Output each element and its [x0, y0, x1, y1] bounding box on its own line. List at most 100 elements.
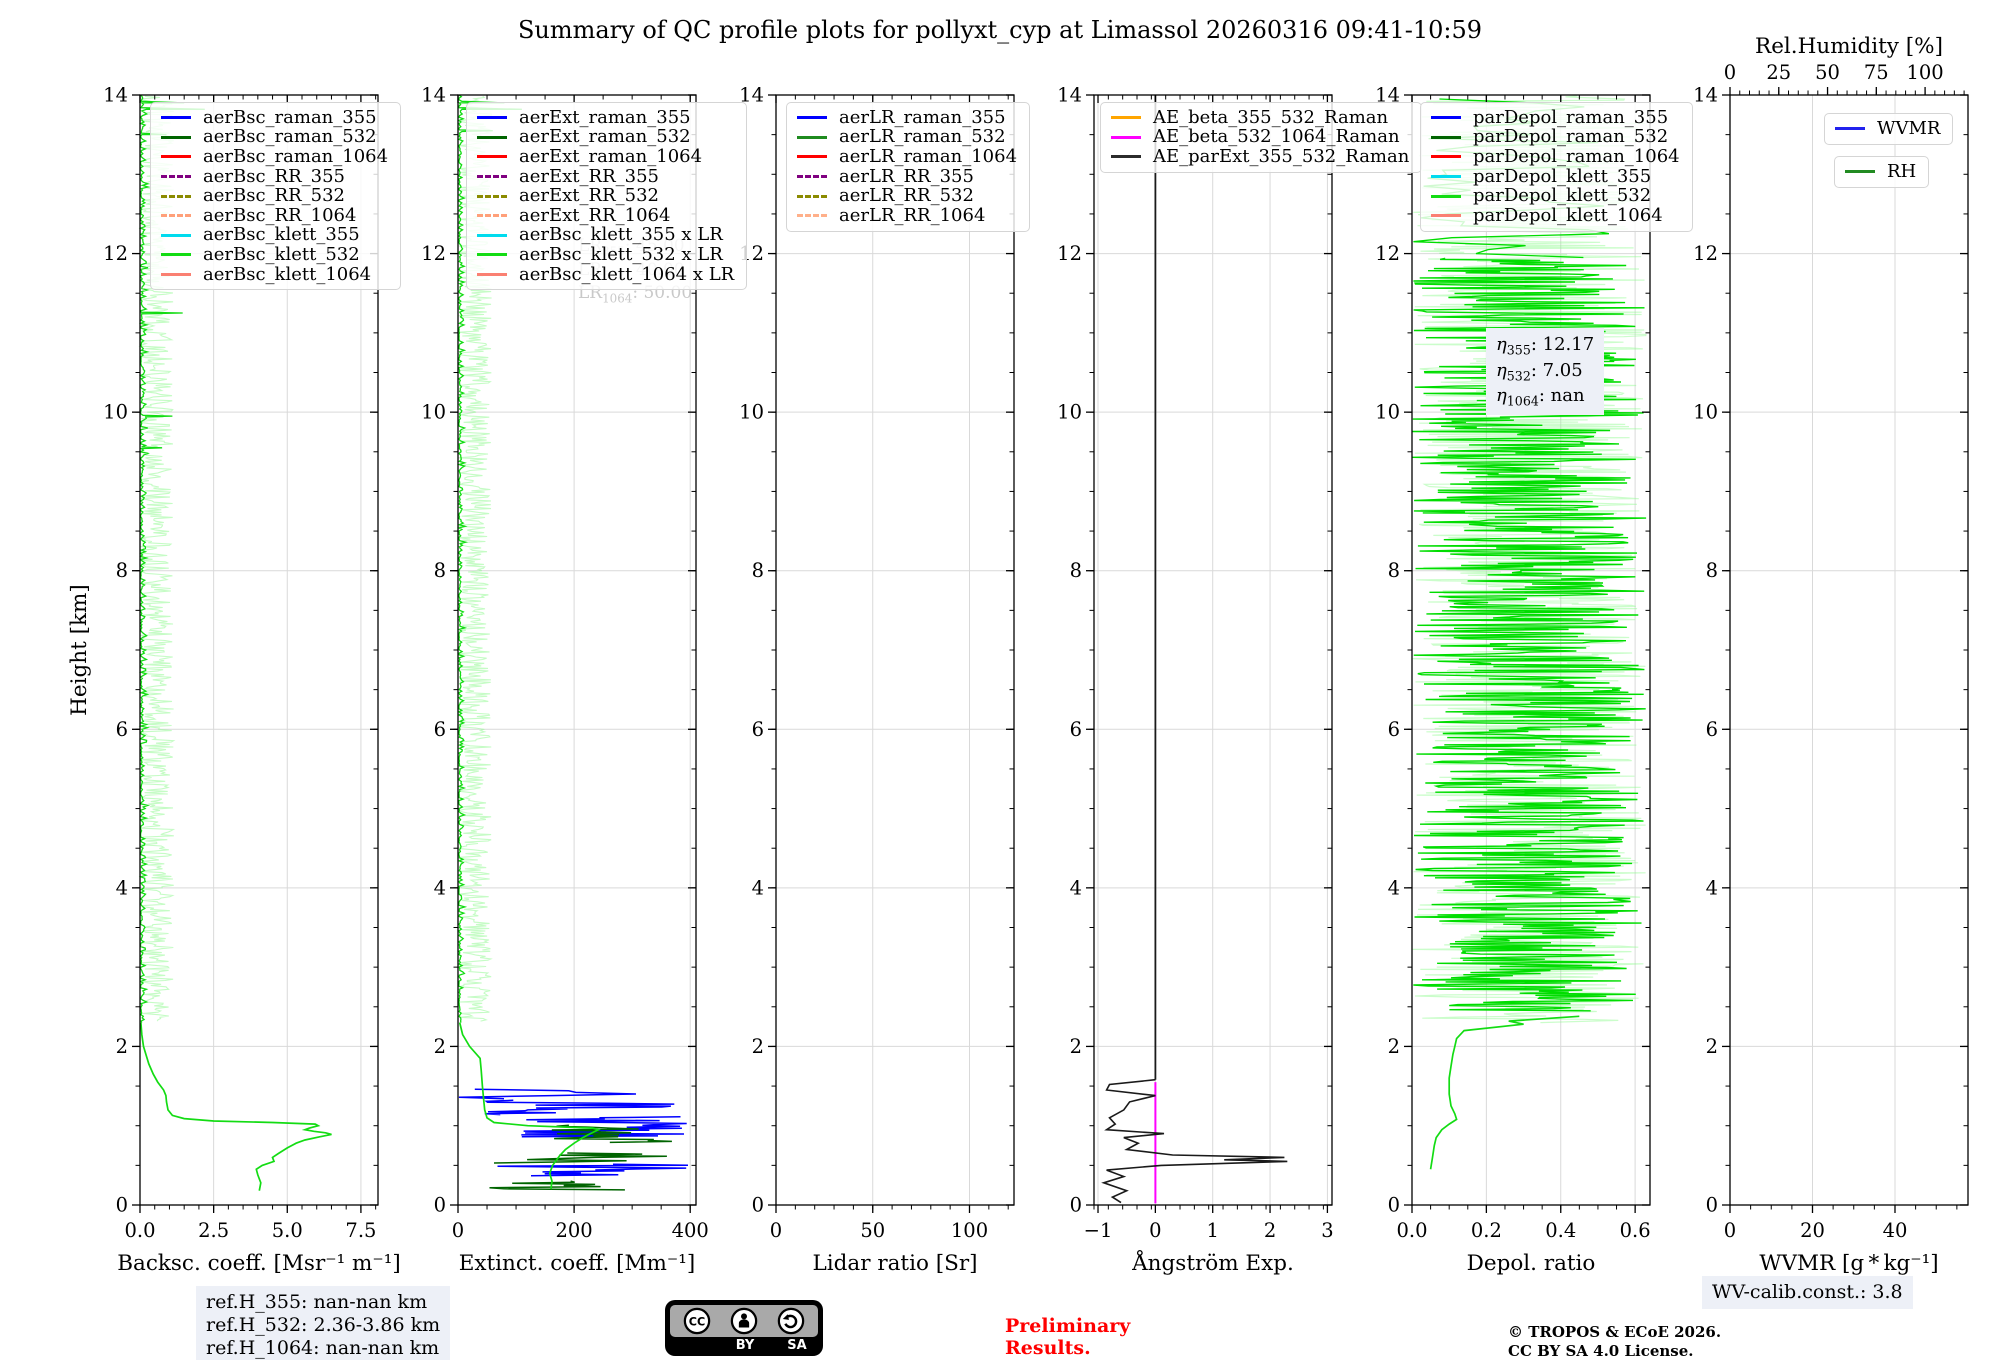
- figure-title: Summary of QC profile plots for pollyxt_…: [517, 16, 1483, 44]
- series-aerExt_raman_355_b: [458, 1088, 637, 1100]
- legend-item: parDepol_klett_355: [1431, 167, 1680, 187]
- legend-line-swatch: [477, 155, 507, 159]
- ytick-label: 12: [421, 242, 446, 265]
- ytick-label: 4: [116, 876, 128, 899]
- ytick-label: 10: [1057, 401, 1082, 424]
- xtick-label: 2: [1264, 1219, 1276, 1242]
- cc-logo-icon: CC: [684, 1307, 711, 1335]
- xtick-label: 400: [672, 1219, 709, 1242]
- legend-item-label: parDepol_raman_1064: [1473, 145, 1680, 167]
- legend-line-swatch: [1111, 116, 1141, 120]
- xaxis-label-wvmr: WVMR [g * kg⁻¹]: [1759, 1251, 1938, 1276]
- legend-item-label: aerExt_RR_532: [519, 185, 659, 207]
- xtick-label: −1: [1084, 1219, 1113, 1242]
- xtick-label: 7.5: [345, 1219, 376, 1242]
- legend-item-label: aerBsc_klett_1064: [203, 263, 372, 285]
- ytick-label: 2: [1070, 1035, 1082, 1058]
- ytick-label: 2: [434, 1035, 446, 1058]
- ytick-label: 14: [739, 84, 764, 107]
- legend-item-label: aerExt_RR_1064: [519, 204, 671, 226]
- ytick-label: 8: [1706, 559, 1718, 582]
- legend-item-label: aerBsc_klett_532 x LR: [519, 243, 723, 265]
- legend-line-swatch: [797, 175, 827, 179]
- legend-item: aerExt_raman_355: [477, 108, 734, 128]
- legend-angstrom: AE_beta_355_532_Raman AE_beta_532_1064_Ra…: [1100, 102, 1423, 173]
- legend-item-label: aerLR_raman_1064: [839, 145, 1018, 167]
- note-line: Preliminary: [1005, 1315, 1131, 1337]
- legend-item: aerBsc_raman_1064: [161, 147, 388, 167]
- cc-badge-labels: BY SA: [665, 1338, 823, 1353]
- legend-item: aerExt_RR_1064: [477, 206, 734, 226]
- legend-item-label: parDepol_klett_1064: [1473, 204, 1663, 226]
- note-line: ref.H_1064: nan-nan km: [206, 1337, 440, 1360]
- legend-line-swatch: [1111, 155, 1141, 159]
- legend-line-swatch: [477, 135, 507, 139]
- plot-extinction: 0 200 400 0 2 4 6 8 10 12 14 Extinct. coeff. [Mm⁻¹]: [421, 84, 709, 1277]
- legend-lidar_ratio: aerLR_raman_355 aerLR_raman_532 aerLR_rama…: [786, 102, 1031, 232]
- xtick-label: 0.0: [1396, 1219, 1427, 1242]
- series-aerExt_raman_532_a: [551, 1124, 672, 1144]
- legend-line-swatch: [161, 175, 191, 179]
- legend-item-label: RH: [1887, 160, 1917, 182]
- legend-wvmr-0: WVMR: [1824, 113, 1954, 145]
- xaxis-label-lidar_ratio: Lidar ratio [Sr]: [812, 1251, 977, 1276]
- cc-sa-icon: [777, 1307, 804, 1335]
- ytick-label: 6: [116, 718, 128, 741]
- ytick-label: 10: [421, 401, 446, 424]
- legend-line-swatch: [797, 194, 827, 198]
- legend-line-swatch: [797, 135, 827, 139]
- xtick-label: 0.6: [1620, 1219, 1651, 1242]
- note-line: Results.: [1005, 1336, 1091, 1359]
- legend-item-label: aerExt_raman_355: [519, 106, 691, 128]
- legend-item: WVMR: [1835, 119, 1940, 139]
- legend-item-label: aerBsc_klett_355 x LR: [519, 224, 723, 246]
- legend-item-label: aerBsc_raman_355: [203, 106, 377, 128]
- legend-line-swatch: [477, 273, 507, 277]
- legend-line-swatch: [1845, 170, 1875, 174]
- ytick-label: 4: [1388, 876, 1400, 899]
- legend-item-label: parDepol_klett_532: [1473, 185, 1652, 207]
- legend-item-label: aerLR_RR_532: [839, 185, 974, 207]
- svg-text:CC: CC: [689, 1316, 705, 1329]
- legend-item-label: aerLR_raman_532: [839, 126, 1006, 148]
- ytick-label: 10: [103, 401, 128, 424]
- xtick-label: 0: [1149, 1219, 1161, 1242]
- legend-item: parDepol_klett_532: [1431, 186, 1680, 206]
- ytick-label: 6: [1706, 718, 1718, 741]
- ytick-label: 8: [116, 559, 128, 582]
- ytick-label: 8: [752, 559, 764, 582]
- legend-item: aerBsc_raman_355: [161, 108, 388, 128]
- ytick-label: 10: [1693, 401, 1718, 424]
- xtick-label: 1: [1207, 1219, 1219, 1242]
- annotation-line: η532: 7.05: [1496, 359, 1583, 384]
- legend-item-label: aerBsc_raman_1064: [203, 145, 389, 167]
- legend-item: aerBsc_RR_355: [161, 167, 388, 187]
- top-xtick-label: 50: [1815, 61, 1840, 84]
- xtick-label: 0.0: [124, 1219, 155, 1242]
- legend-item: AE_parExt_355_532_Raman: [1111, 147, 1409, 167]
- xtick-label: 0: [1724, 1219, 1736, 1242]
- ytick-label: 4: [434, 876, 446, 899]
- top-xtick-label: 25: [1766, 61, 1791, 84]
- legend-item: aerBsc_raman_532: [161, 128, 388, 148]
- legend-item-label: AE_beta_532_1064_Raman: [1153, 126, 1400, 148]
- xtick-label: 2.5: [198, 1219, 229, 1242]
- legend-item-label: aerLR_RR_1064: [839, 204, 986, 226]
- xtick-label: 40: [1883, 1219, 1908, 1242]
- ytick-label: 0: [1070, 1194, 1082, 1217]
- ytick-label: 0: [116, 1194, 128, 1217]
- series-aerExt_raman_532_c: [489, 1180, 625, 1191]
- legend-item-label: aerBsc_klett_1064 x LR: [519, 263, 735, 285]
- plot-depol: 0.0 0.2 0.4 0.6 0 2 4 6 8 10 12 14 Depol. ratio: [1375, 84, 1651, 1276]
- legend-line-swatch: [1431, 175, 1461, 179]
- legend-item: AE_beta_532_1064_Raman: [1111, 128, 1409, 148]
- xtick-label: 0.4: [1545, 1219, 1576, 1242]
- cc-license-badge: CC BY SA: [665, 1300, 823, 1356]
- note-line: ref.H_532: 2.36-3.86 km: [206, 1314, 441, 1337]
- top-xtick-label: 100: [1906, 61, 1943, 84]
- legend-item-label: aerBsc_RR_355: [203, 165, 345, 187]
- legend-item-label: aerLR_RR_355: [839, 165, 974, 187]
- series-aerExt_raman_532_b: [493, 1152, 667, 1164]
